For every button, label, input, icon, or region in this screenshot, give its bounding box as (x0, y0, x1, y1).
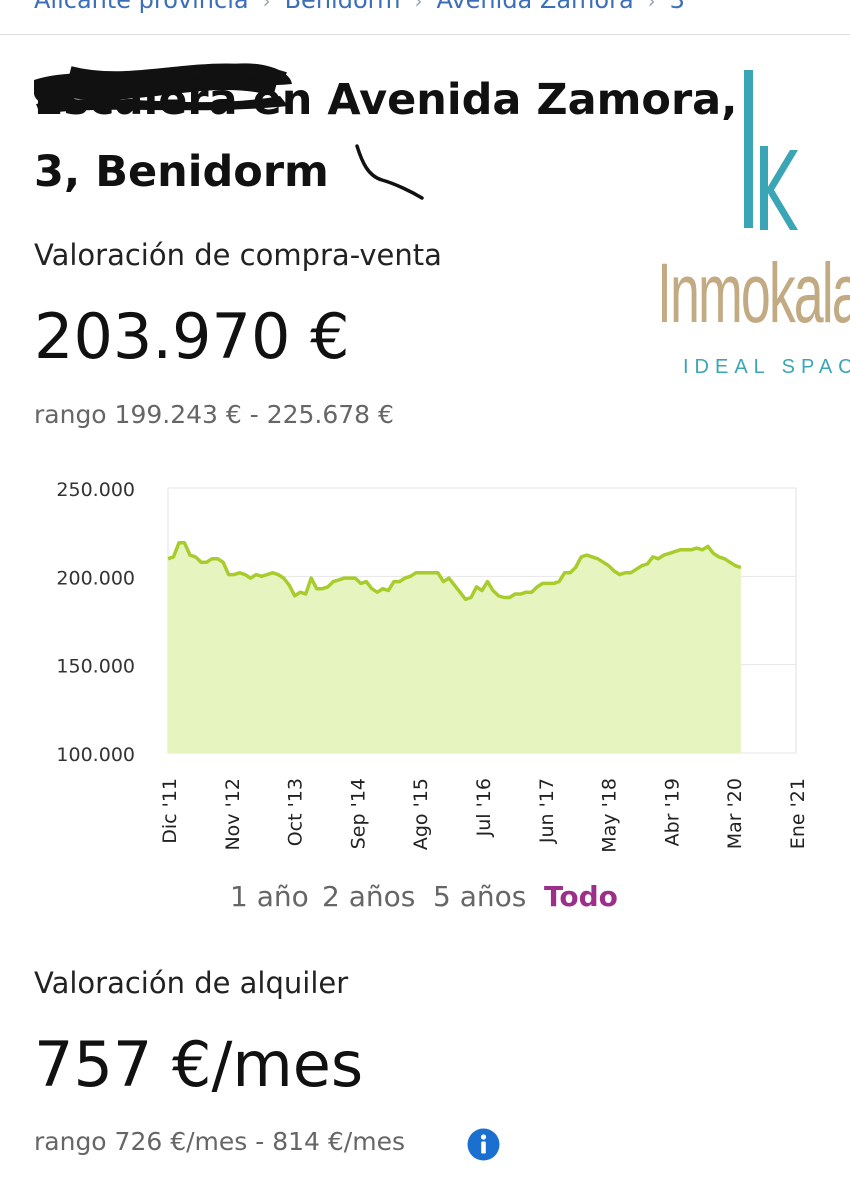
breadcrumb-item-number[interactable]: 3 (669, 0, 685, 14)
x-tick-label: Sep '14 (347, 778, 369, 849)
sale-valuation-value: 203.970 € (34, 300, 350, 373)
x-tick-label: Jun '17 (536, 778, 558, 844)
x-tick-label: May '18 (599, 778, 621, 853)
series-area (168, 542, 741, 753)
redaction-scribble (34, 63, 292, 114)
period-2-years[interactable]: 2 años (322, 880, 416, 913)
chevron-right-icon: › (414, 0, 423, 13)
title-line-2: 3, Benidorm (34, 147, 329, 197)
rent-valuation-label: Valoración de alquiler (34, 966, 349, 1000)
logo-name: Inmokala (657, 246, 850, 340)
chevron-right-icon: › (647, 0, 656, 13)
breadcrumb-divider (0, 34, 850, 35)
sale-valuation-label: Valoración de compra-venta (34, 238, 442, 272)
x-tick-label: Oct '13 (285, 778, 307, 846)
breadcrumb-item-city[interactable]: Benidorm (284, 0, 401, 14)
period-1-year[interactable]: 1 año (230, 880, 309, 913)
valuation-history-chart: 250.000 200.000 150.000 100.000 Dic '11 Nov '… (56, 479, 809, 853)
x-tick-label: Ene '21 (787, 778, 809, 849)
y-tick-label: 150.000 (56, 656, 135, 678)
logo-tagline: IDEAL SPACE (683, 356, 850, 378)
period-all[interactable]: Todo (544, 880, 618, 913)
rent-valuation-value: 757 €/mes (34, 1028, 364, 1101)
y-tick-label: 200.000 (56, 567, 135, 589)
y-tick-label: 250.000 (56, 479, 135, 501)
pen-scribble (355, 144, 424, 200)
chevron-right-icon: › (262, 0, 271, 13)
y-tick-label: 100.000 (56, 744, 135, 766)
x-tick-label: Nov '12 (222, 778, 244, 851)
sale-valuation-range: rango 199.243 € - 225.678 € (34, 400, 394, 429)
x-tick-label: Jul '16 (473, 778, 495, 837)
series-line (167, 541, 742, 602)
breadcrumb: Alicante provincia › Benidorm › Avenida Zamo… (34, 0, 685, 16)
x-tick-label: Ago '15 (410, 778, 432, 850)
period-selector: 1 año 2 años 5 años Todo (0, 880, 850, 924)
title-line-1: en Avenida Zamora, (252, 75, 738, 125)
watermark-logo: Inmokala IDEAL SPACE (655, 60, 850, 395)
info-circle-icon[interactable] (467, 1128, 500, 1161)
x-tick-label: Mar '20 (724, 778, 746, 849)
breadcrumb-item-province[interactable]: Alicante provincia (34, 0, 249, 14)
x-tick-label: Dic '11 (159, 778, 181, 844)
period-5-years[interactable]: 5 años (433, 880, 527, 913)
logo-lk-mark (744, 70, 798, 230)
x-tick-label: Abr '19 (661, 778, 683, 846)
breadcrumb-item-street[interactable]: Avenida Zamora (436, 0, 634, 14)
rent-valuation-range: rango 726 €/mes - 814 €/mes (34, 1127, 405, 1156)
